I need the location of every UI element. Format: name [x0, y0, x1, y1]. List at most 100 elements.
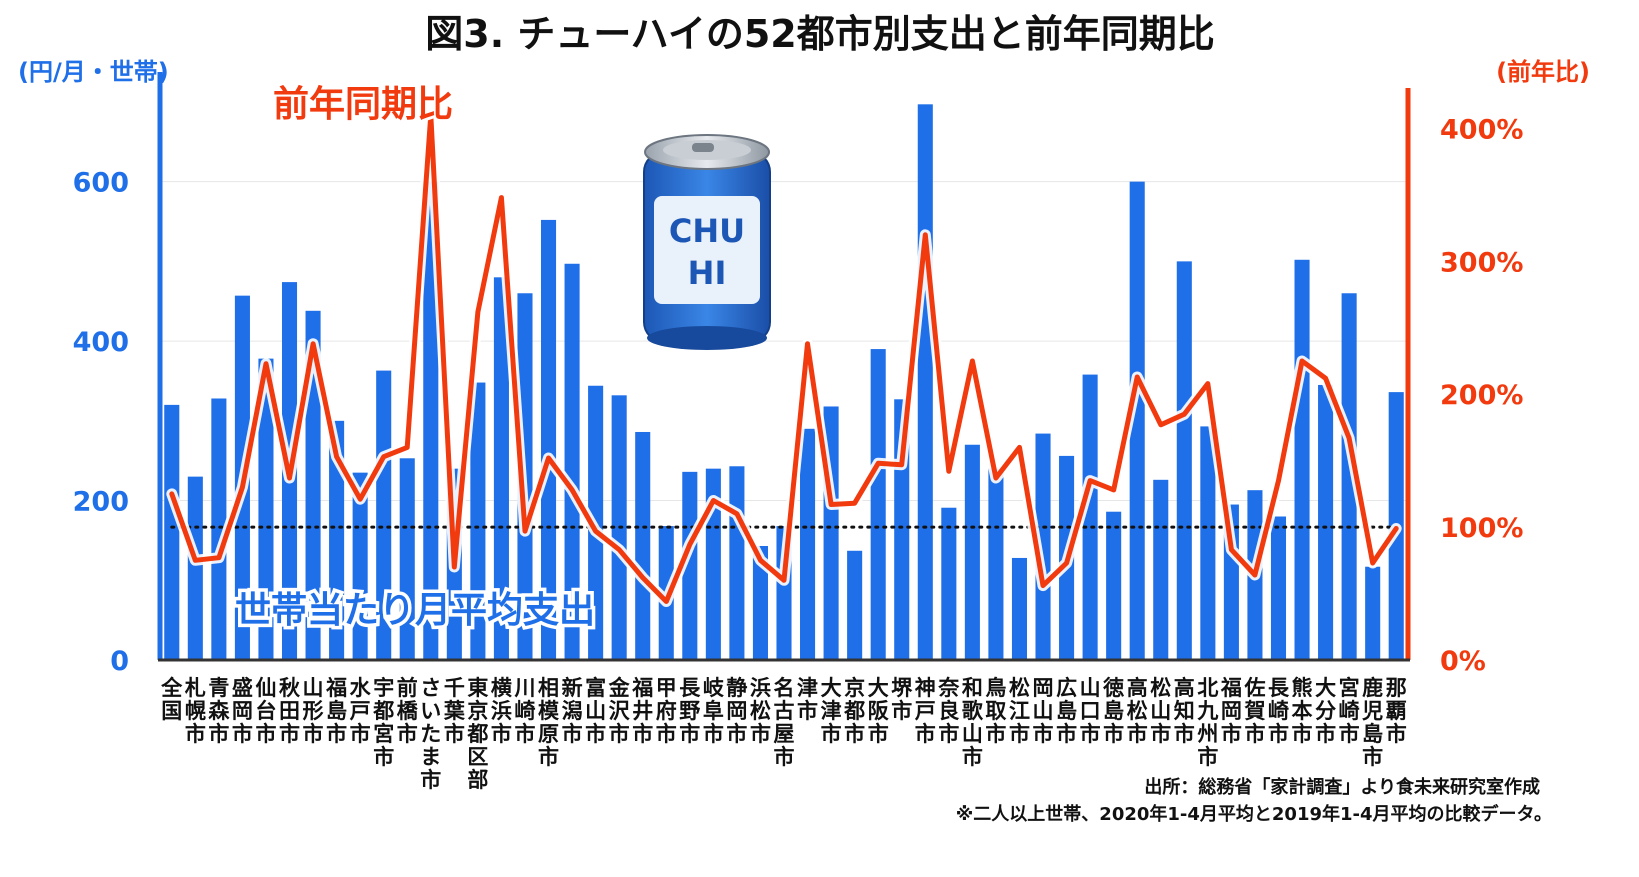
bar — [399, 458, 415, 660]
bar — [729, 466, 745, 660]
category-label: 相模原市 — [538, 676, 560, 769]
right-tick-label: 0% — [1440, 646, 1486, 677]
right-axis: 0% 100% 200% 300% 400% — [1405, 88, 1523, 677]
category-label: 鳥取市 — [985, 676, 1006, 746]
category-label: 福岡市 — [1220, 676, 1242, 746]
category-label: 青森市 — [208, 676, 230, 746]
right-tick-label: 300% — [1440, 247, 1523, 278]
can-text-line-2: HI — [688, 254, 727, 292]
x-axis: 全国札幌市青森市盛岡市仙台市秋田市山形市福島市水戸市宇都宮市前橋市さいたま市千葉… — [158, 658, 1410, 792]
bar — [941, 507, 957, 660]
category-label: 岡山市 — [1033, 676, 1054, 746]
bar — [752, 545, 768, 660]
category-label: 松江市 — [1009, 676, 1030, 746]
bar — [847, 550, 863, 660]
bar-series-label: 世帯当たり月平均支出 — [235, 590, 595, 631]
category-label: 名古屋市 — [774, 676, 795, 769]
bar — [1200, 426, 1216, 660]
bar — [329, 420, 345, 660]
category-label: 山口市 — [1080, 676, 1101, 746]
period-note: ※二人以上世帯、2020年1-4月平均と2019年1-4月平均の比較データ。 — [956, 803, 1552, 825]
category-label: 長野市 — [679, 676, 701, 746]
bar — [988, 468, 1004, 660]
category-label: 札幌市 — [184, 676, 206, 746]
bar — [1035, 433, 1051, 660]
category-label: 高松市 — [1127, 676, 1148, 746]
bar — [305, 310, 321, 660]
category-label: 東京都区部 — [466, 676, 488, 792]
category-label: 奈良市 — [937, 676, 960, 746]
source-note: 出所：総務省「家計調査」より食未来研究室作成 — [1144, 776, 1540, 798]
bar — [1106, 511, 1122, 660]
bar — [352, 472, 368, 660]
category-label: 北九州市 — [1196, 676, 1218, 769]
category-label: 鹿児島市 — [1361, 676, 1383, 769]
left-axis-unit: (円/月・世帯) — [18, 58, 169, 86]
category-label: 宮崎市 — [1339, 676, 1360, 746]
bar — [1129, 181, 1145, 660]
category-label: 佐賀市 — [1243, 676, 1265, 746]
bar — [470, 382, 486, 660]
category-label: 熊本市 — [1292, 676, 1313, 746]
bar — [1011, 557, 1028, 660]
left-tick-label: 400 — [73, 327, 129, 358]
category-label: 徳島市 — [1102, 676, 1124, 746]
category-label: さいたま市 — [420, 676, 441, 792]
category-label: 那覇市 — [1386, 676, 1407, 746]
right-tick-label: 200% — [1440, 380, 1523, 411]
bar — [635, 431, 651, 660]
bar — [1294, 259, 1310, 660]
can-text-line-1: CHU — [669, 212, 745, 250]
bar — [423, 181, 439, 660]
left-axis: 0 200 400 600 — [73, 72, 163, 677]
category-label: 堺市 — [891, 676, 913, 723]
category-label: 福井市 — [631, 676, 653, 746]
left-tick-label: 0 — [110, 646, 129, 677]
category-label: 大津市 — [821, 676, 842, 746]
bar — [1153, 479, 1169, 660]
bar — [1341, 293, 1357, 660]
category-label: 全国 — [160, 676, 183, 723]
category-label: 横浜市 — [491, 676, 512, 746]
category-label: 広島市 — [1056, 676, 1077, 746]
gridlines — [160, 181, 1408, 502]
category-label: 前橋市 — [397, 676, 419, 746]
line-series — [166, 109, 1402, 607]
chuhi-can-icon: CHU HI — [643, 134, 771, 350]
bar — [1082, 374, 1098, 660]
category-label: 新潟市 — [562, 676, 583, 746]
category-label: 大分市 — [1315, 676, 1336, 746]
category-label: 岐阜市 — [703, 676, 725, 746]
right-tick-label: 400% — [1440, 114, 1523, 145]
bar — [1365, 566, 1381, 660]
left-tick-label: 600 — [73, 168, 129, 199]
bar — [187, 476, 203, 660]
category-label: 福島市 — [325, 676, 347, 746]
bar — [800, 428, 816, 660]
bar — [540, 219, 557, 660]
right-axis-unit: (前年比) — [1496, 58, 1590, 86]
chart-title: 図3. チューハイの52都市別支出と前年同期比 — [425, 12, 1214, 56]
category-label: 大阪市 — [868, 676, 890, 746]
category-label: 長崎市 — [1268, 676, 1290, 746]
category-label: 仙台市 — [255, 676, 276, 746]
bar — [376, 370, 392, 660]
bar — [258, 358, 274, 660]
bar — [164, 404, 180, 660]
left-tick-label: 200 — [73, 487, 129, 518]
bar — [211, 398, 227, 660]
category-label: 千葉市 — [443, 676, 466, 746]
category-label: 秋田市 — [279, 676, 301, 746]
line-series-label: 前年同期比 — [273, 84, 453, 125]
category-label: 浜松市 — [750, 676, 771, 746]
bar — [564, 263, 580, 660]
category-label: 京都市 — [843, 676, 865, 746]
bar — [917, 104, 933, 661]
bar — [1318, 384, 1334, 660]
right-tick-label: 100% — [1440, 513, 1523, 544]
category-label: 松山市 — [1150, 676, 1171, 746]
category-label: 水戸市 — [350, 676, 372, 746]
category-label: 津市 — [797, 676, 818, 723]
bar — [1176, 261, 1192, 660]
